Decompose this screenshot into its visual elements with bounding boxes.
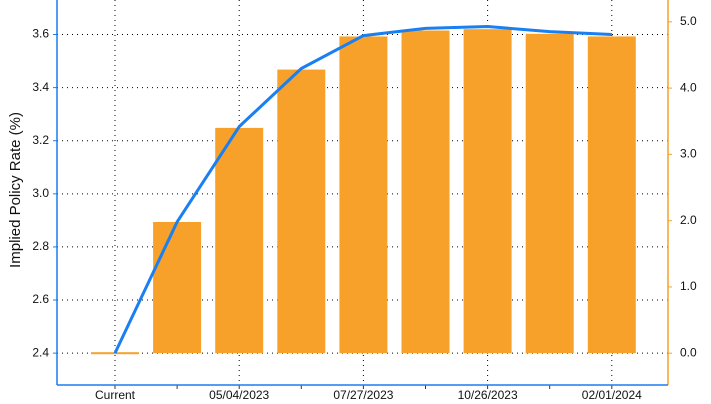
y2-tick-label: 0.0 [680,345,697,359]
bar [587,36,636,354]
y2-tick-label: 4.0 [680,80,697,94]
y-tick-label: 3.4 [32,80,49,94]
y-tick-label: 2.8 [32,239,49,253]
y2-tick-label: 3.0 [680,147,697,161]
y2-tick-label: 2.0 [680,213,697,227]
y-tick-label: 3.0 [32,186,49,200]
line [113,25,612,354]
y-axis-label: Implied Policy Rate (%) [7,112,24,268]
bar [339,36,388,354]
y-tick-label: 2.4 [32,345,49,359]
bar [525,33,574,354]
bar [463,29,512,354]
y2-tick-label: 1.0 [680,279,697,293]
y2-tick-label: 5.0 [680,14,697,28]
x-tick-label: Current [95,388,136,402]
x-tick-label: 05/04/2023 [209,388,269,402]
y-tick-label: 3.6 [32,27,49,41]
x-tick-label: 02/01/2024 [582,388,642,402]
bar [277,69,326,354]
x-tick-label: 07/27/2023 [333,388,393,402]
bar [153,221,202,354]
bar [91,352,139,355]
y-tick-label: 2.6 [32,292,49,306]
bar [215,127,264,354]
bar [401,30,450,354]
y-tick-label: 3.2 [32,133,49,147]
x-tick-label: 10/26/2023 [458,388,518,402]
